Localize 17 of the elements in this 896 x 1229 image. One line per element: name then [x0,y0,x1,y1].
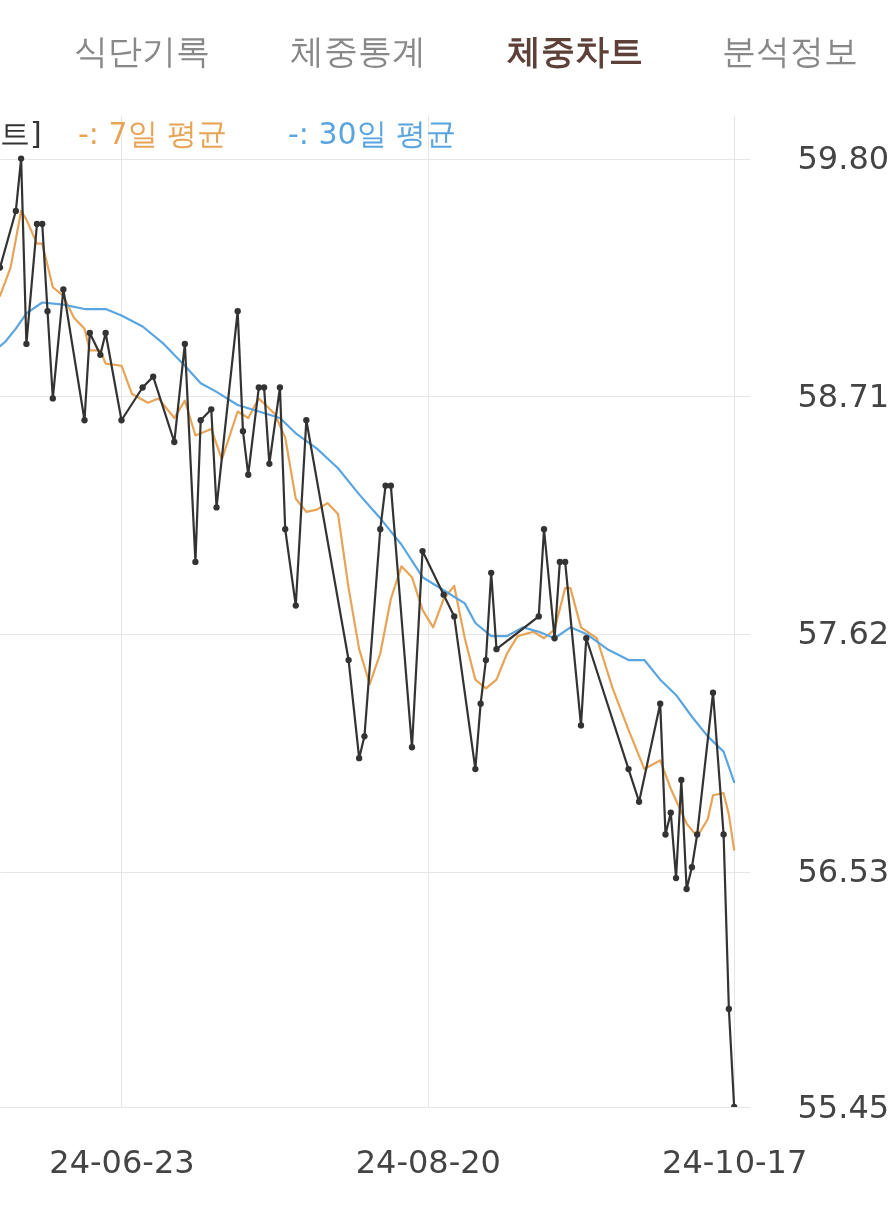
line-series [0,301,736,784]
text: -: 7일 평균 [78,116,228,151]
text: 체중차트 [507,31,643,71]
line-series [0,209,736,851]
text: 식단기록 [74,31,210,71]
x-tick-label: 24-10-17 [662,1142,808,1181]
y-tick-label: 57.62 [797,614,890,653]
text: 체중통계 [290,31,426,71]
y-tick-label: 58.71 [797,376,890,415]
text: -: 30일 평균 [288,116,457,151]
y-tick-label: 59.80 [797,139,890,178]
x-tick-label: 24-06-23 [49,1142,195,1181]
y-tick-label: 55.45 [797,1087,890,1126]
y-tick-label: 56.53 [797,852,890,891]
text: 분석정보 [722,31,858,71]
x-tick-label: 24-08-20 [355,1142,501,1181]
annotation: 트] [0,116,42,151]
